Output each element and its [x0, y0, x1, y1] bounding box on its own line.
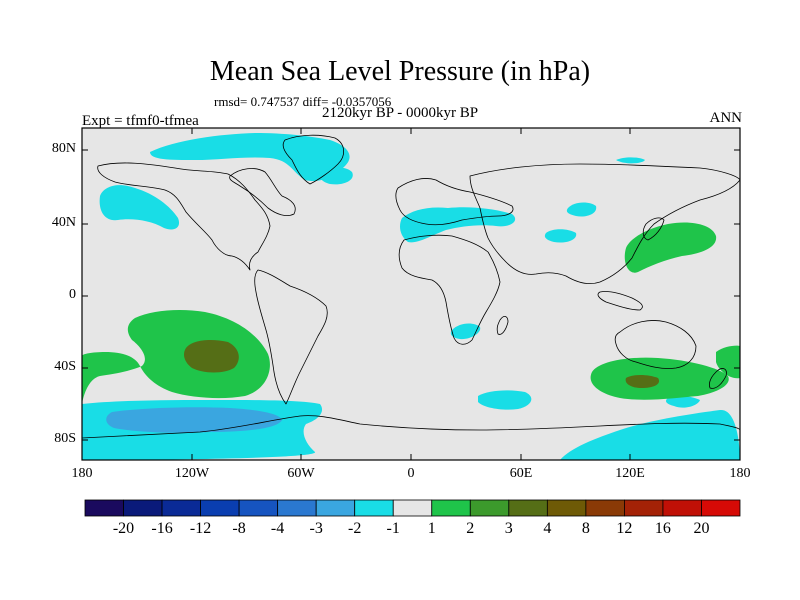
anomaly-greenland-cyan-2: [320, 167, 353, 185]
colorbar-label: 3: [504, 520, 513, 537]
coast-greenland: [282, 134, 345, 185]
stats-text: rmsd= 0.747537 diff= -0.0357056: [214, 94, 392, 109]
coast-madagascar: [496, 316, 509, 335]
anomaly-tasman-cyan: [666, 395, 700, 408]
colorbar-label: -2: [348, 520, 362, 537]
lon-label-120e: 120E: [615, 466, 645, 481]
colorbar-label: 16: [654, 520, 671, 537]
colorbar: [84, 499, 741, 517]
coast-australia: [614, 320, 697, 369]
anomaly-sindian-green-east: [716, 345, 740, 379]
colorbar-box-15: [662, 499, 702, 517]
anomaly-npacific-cyan: [99, 185, 180, 230]
colorbar-label: 8: [581, 520, 590, 537]
colorbar-box-9: [431, 499, 471, 517]
colorbar-label: 2: [466, 520, 475, 537]
lat-label-0: 0: [69, 287, 76, 302]
anomaly-pacific-south-blue: [106, 407, 282, 433]
lat-label-80s: 80S: [54, 431, 76, 446]
lon-label-0: 0: [407, 466, 415, 481]
colorbar-box-2: [161, 499, 201, 517]
colorbar-box-8: [392, 499, 433, 517]
colorbar-label: -3: [309, 520, 323, 537]
anomaly-antarctic-cyan: [560, 409, 740, 460]
anomaly-fields: [82, 133, 740, 460]
anomaly-spacific-core: [184, 340, 239, 373]
colorbar-label: -8: [232, 520, 246, 537]
axis-ticks: [82, 128, 740, 460]
anomaly-middleeast-cyan: [544, 229, 577, 243]
coast-africa: [398, 234, 501, 345]
coast-north-america: [97, 162, 271, 271]
anomaly-japan-green: [624, 222, 717, 273]
colorbar-box-1: [123, 499, 163, 517]
colorbar-box-13: [585, 499, 625, 517]
anomaly-asia-cyan: [566, 202, 597, 217]
colorbar-label: -20: [112, 520, 135, 537]
colorbar-box-7: [354, 499, 394, 517]
anomaly-socean-cyan: [478, 390, 532, 410]
coast-europe: [395, 178, 514, 226]
coast-asia: [469, 163, 740, 284]
coast-antarctica: [82, 415, 740, 439]
colorbar-box-11: [508, 499, 548, 517]
coast-japan: [642, 217, 665, 241]
colorbar-box-6: [315, 499, 356, 517]
coast-indonesia: [597, 291, 643, 311]
lon-label-60e: 60E: [509, 466, 533, 481]
colorbar-box-16: [701, 499, 741, 517]
colorbar-label: -16: [151, 520, 173, 537]
colorbar-label: -1: [386, 520, 400, 537]
experiment-label: Expt = tfmf0-tfmea: [82, 113, 199, 129]
lon-label-60w: 60W: [287, 466, 315, 481]
anomaly-greenland-cyan: [150, 133, 350, 182]
lat-label-40s: 40S: [54, 359, 76, 374]
coast-canada-east: [229, 168, 296, 216]
map-title: Mean Sea Level Pressure (in hPa): [209, 56, 591, 87]
colorbar-box-5: [277, 499, 317, 517]
anomaly-sindian-green: [590, 357, 729, 400]
coastlines: [82, 134, 740, 439]
colorbar-label: 1: [427, 520, 436, 537]
colorbar-label: 20: [693, 520, 710, 537]
colorbar-label: -12: [189, 520, 212, 537]
colorbar-box-0: [84, 499, 124, 517]
anomaly-europe-cyan: [400, 207, 516, 243]
colorbar-label: 12: [616, 520, 633, 537]
lon-label-180-left: 180: [71, 466, 93, 481]
colorbar-label: 4: [543, 520, 552, 537]
colorbar-box-12: [546, 499, 587, 517]
colorbar-box-14: [624, 499, 664, 517]
coast-south-america: [254, 269, 328, 405]
lon-label-120w: 120W: [174, 466, 210, 481]
anomaly-safrica-cyan: [450, 323, 481, 340]
anomaly-sindian-core: [625, 375, 660, 388]
colorbar-box-4: [238, 499, 279, 517]
lat-label-40n: 40N: [51, 215, 76, 230]
colorbar-box-3: [200, 499, 240, 517]
colorbar-label: -4: [270, 520, 285, 537]
lat-label-80n: 80N: [51, 141, 76, 156]
colorbar-box-10: [469, 499, 510, 517]
coast-new-zealand: [709, 368, 727, 389]
lon-label-180-right: 180: [729, 466, 751, 481]
anomaly-spacific-green: [82, 310, 270, 403]
season-label: ANN: [709, 110, 743, 126]
anomaly-arctic-cyan: [616, 157, 645, 164]
period-text: 2120kyr BP - 0000kyr BP: [322, 105, 479, 121]
